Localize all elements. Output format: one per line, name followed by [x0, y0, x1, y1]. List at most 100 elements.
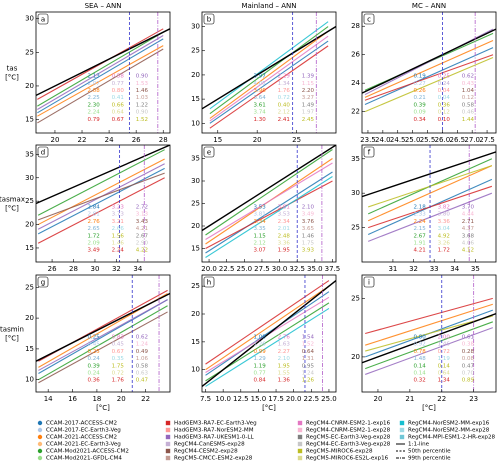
model-line — [365, 327, 493, 375]
x-tick-label: 32 — [112, 265, 121, 273]
stat-value: 3.53 — [253, 205, 266, 211]
y-tick-label: 28 — [351, 22, 360, 30]
stat-value: 0.79 — [87, 117, 100, 123]
x-tick-label: 12.5 — [233, 395, 249, 403]
legend-label: CCAM-2017-EC-Earth3-Veg — [46, 428, 121, 434]
y-axis-label: tasmax [°C] — [0, 196, 25, 213]
stat-value: 2.12 — [278, 110, 290, 116]
stat-value: 2.27 — [278, 349, 291, 355]
y-tick-label: 30 — [25, 174, 34, 182]
stat-value: 3.81 — [278, 205, 290, 211]
stat-value: 0.10 — [438, 117, 451, 123]
legend-marker — [165, 434, 171, 440]
stat-value: 0.40 — [278, 102, 291, 108]
stat-value: 2.45 — [302, 117, 315, 123]
stat-value: 2.66 — [112, 226, 125, 232]
legend-label: RegCM4-CanESM5-exp28 — [174, 442, 245, 448]
legend-label: RegCM4-CNRM-ESM2-1-exp16 — [306, 421, 391, 427]
one-to-one-line — [362, 28, 496, 94]
legend-marker — [297, 441, 303, 447]
stat-value: 0.72 — [438, 349, 450, 355]
legend-marker — [37, 434, 43, 440]
stat-value: 0.72 — [112, 371, 124, 377]
stat-value: 2.81 — [87, 212, 99, 218]
stat-value: 1.46 — [136, 88, 149, 94]
x-tick-label: 34 — [450, 265, 459, 273]
legend-label: RegCM4-EC-Earth3-Veg-exp28 — [306, 442, 391, 448]
x-tick-label: 20 — [117, 395, 126, 403]
frame — [35, 274, 171, 393]
stat-value: 0.64 — [438, 371, 451, 377]
stat-value: 0.38 — [462, 342, 475, 348]
stat-value: 0.14 — [438, 363, 451, 369]
one-to-one-line — [36, 28, 170, 96]
model-line — [37, 158, 165, 226]
stat-value: 1.19 — [438, 356, 451, 362]
stat-value: 1.26 — [253, 342, 266, 348]
one-to-one-line — [202, 25, 336, 110]
stat-value: 3.34 — [253, 219, 266, 225]
y-tick-label: 15 — [25, 345, 34, 353]
stat-value: 1.49 — [302, 102, 315, 108]
stat-value: 3.65 — [302, 226, 315, 232]
x-tick-label: 32 — [409, 265, 418, 273]
stat-value: 0.90 — [136, 74, 149, 80]
letter-box — [37, 276, 49, 288]
x-tick-label: 20 — [50, 136, 59, 144]
stat-value: 0.80 — [112, 88, 125, 94]
stat-value: 1.52 — [136, 117, 148, 123]
stat-value: 0.12 — [438, 110, 450, 116]
model-line — [38, 311, 168, 384]
stat-value: 1.75 — [112, 363, 125, 369]
x-tick-label: 22.5 — [219, 265, 235, 273]
stat-value: 4.05 — [253, 81, 266, 87]
y-tick-label: 25 — [351, 224, 360, 232]
stat-value: 3.35 — [253, 226, 266, 232]
panel — [362, 145, 496, 262]
stat-value: 3.93 — [302, 248, 315, 254]
stat-value: 3.43 — [136, 219, 149, 225]
legend-marker — [165, 420, 171, 426]
stat-value: 0.45 — [87, 342, 100, 348]
stat-value: 2.84 — [87, 205, 100, 211]
panel-letter: f — [368, 149, 371, 157]
panel — [36, 145, 170, 262]
y-tick-label: 10 — [191, 119, 200, 127]
x-tick-label: 26.0 — [435, 136, 451, 144]
stat-value: 0.39 — [413, 102, 426, 108]
stat-value: 1.76 — [278, 88, 291, 94]
x-tick-label: 20 — [253, 136, 262, 144]
x-tick-label: 28 — [69, 265, 78, 273]
stat-value: 0.83 — [112, 335, 125, 341]
model-line — [37, 177, 165, 244]
y-tick-label: 35 — [351, 155, 360, 163]
model-line — [37, 48, 164, 124]
stat-value: 0.92 — [413, 342, 425, 348]
stat-value: 0.32 — [413, 378, 425, 384]
letter-box — [203, 276, 215, 288]
stat-value: 0.24 — [438, 81, 451, 87]
legend-label: RegCM4-CESM2-exp28 — [174, 449, 238, 455]
legend-label: 50th percentile — [408, 449, 451, 455]
x-tick-label: 25.5 — [420, 136, 436, 144]
stat-value: 3.36 — [438, 219, 451, 225]
stat-value: 1.95 — [278, 248, 291, 254]
stat-value: 0.67 — [112, 349, 125, 355]
legend-marker — [399, 434, 405, 440]
y-tick-label: 35 — [191, 155, 200, 163]
stat-value: 2.15 — [413, 226, 426, 232]
stat-value: 2.13 — [87, 74, 100, 80]
stat-value: 2.08 — [87, 88, 100, 94]
column-title: SEA – ANN — [85, 2, 122, 10]
panel-letter: e — [207, 149, 211, 157]
legend-label: RegCM4-NorESM2-MM-exp16 — [408, 421, 490, 427]
stat-value: 0.61 — [462, 335, 474, 341]
x-tick-label: 27.5 — [479, 136, 495, 144]
legend-marker — [165, 448, 171, 454]
x-tick-label: 27.5 — [254, 265, 270, 273]
legend-marker — [37, 420, 43, 426]
stat-value: 2.34 — [278, 219, 291, 225]
y-tick-label: 20 — [25, 82, 34, 90]
model-line — [38, 299, 168, 371]
stat-value: 1.24 — [302, 371, 315, 377]
